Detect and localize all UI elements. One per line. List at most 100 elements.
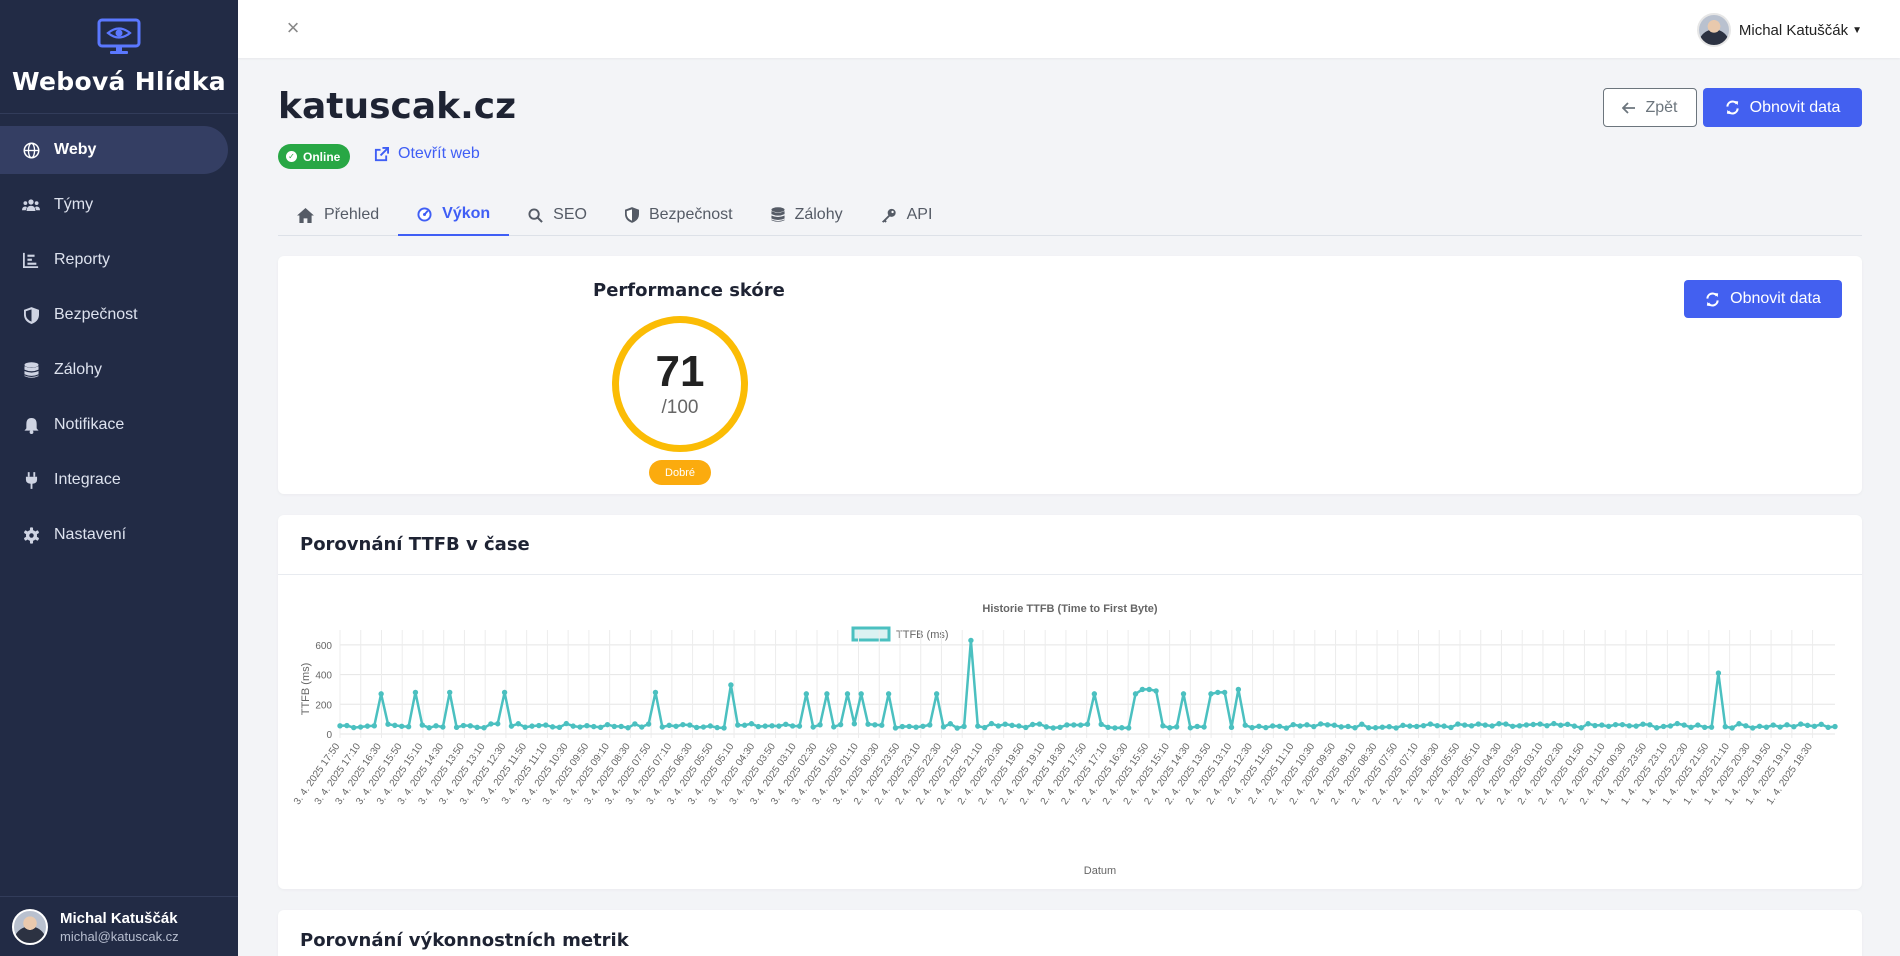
data-point[interactable] [721,725,727,731]
tab-bezpecnost[interactable]: Bezpečnost [606,194,752,236]
data-point[interactable] [1688,724,1694,731]
data-point[interactable] [1743,723,1749,729]
data-point[interactable] [1071,722,1077,728]
data-point[interactable] [783,721,789,728]
data-point[interactable] [1324,722,1331,728]
data-point[interactable] [1427,721,1434,727]
data-point[interactable] [1489,723,1495,729]
tab-prehled[interactable]: Přehled [278,194,398,236]
sidebar-user[interactable]: Michal Katuščák michal@katuscak.cz [0,896,238,956]
data-point[interactable] [529,723,535,729]
refresh-data-button[interactable]: Obnovit data [1703,88,1862,127]
data-point[interactable] [1153,688,1159,694]
data-point[interactable] [831,724,837,730]
tab-seo[interactable]: SEO [509,194,606,236]
data-point[interactable] [1509,723,1516,729]
data-point[interactable] [693,724,700,731]
data-point[interactable] [872,722,878,728]
data-point[interactable] [488,721,494,727]
data-point[interactable] [1400,722,1406,729]
data-point[interactable] [1139,686,1146,693]
sidebar-item-integrace[interactable]: Integrace [0,456,228,504]
data-point[interactable] [474,724,480,731]
data-point[interactable] [851,721,858,727]
data-point[interactable] [1167,725,1173,731]
data-point[interactable] [769,723,775,729]
sidebar-item-nastaveni[interactable]: Nastavení [0,511,228,559]
data-point[interactable] [392,722,398,729]
data-point[interactable] [1592,722,1598,729]
data-point[interactable] [1276,723,1283,729]
data-point[interactable] [961,723,967,730]
data-point[interactable] [1605,723,1612,729]
data-point[interactable] [1461,722,1468,728]
data-point[interactable] [988,720,995,727]
data-point[interactable] [1729,725,1735,731]
data-point[interactable] [515,721,522,727]
data-point[interactable] [1468,723,1475,729]
data-point[interactable] [666,722,672,729]
data-point[interactable] [1441,723,1447,729]
data-point[interactable] [714,724,720,731]
data-point[interactable] [597,724,604,731]
data-point[interactable] [844,691,851,697]
data-point[interactable] [1818,721,1824,728]
data-point[interactable] [426,725,432,731]
data-point[interactable] [817,722,823,728]
data-point[interactable] [1338,724,1344,730]
data-point[interactable] [865,721,871,727]
data-point[interactable] [556,724,563,731]
data-point[interactable] [1125,725,1132,731]
data-point[interactable] [645,721,652,727]
data-point[interactable] [549,724,556,730]
data-point[interactable] [1708,724,1715,730]
data-point[interactable] [1050,725,1056,731]
data-point[interactable] [680,721,686,728]
data-point[interactable] [1578,725,1584,731]
data-point[interactable] [728,682,734,688]
data-point[interactable] [1599,722,1605,728]
data-point[interactable] [1249,724,1255,731]
data-point[interactable] [1187,725,1194,731]
data-point[interactable] [1290,721,1296,728]
open-web-link[interactable]: Otevřít web [374,145,480,163]
data-point[interactable] [1544,722,1550,729]
data-point[interactable] [1269,723,1276,729]
data-point[interactable] [1537,721,1543,727]
data-point[interactable] [1194,723,1200,730]
data-point[interactable] [1736,721,1742,727]
data-point[interactable] [364,723,371,729]
data-point[interactable] [1036,721,1043,727]
data-point[interactable] [981,724,988,731]
data-point[interactable] [1208,691,1214,697]
data-point[interactable] [1098,721,1104,728]
data-point[interactable] [1523,722,1530,728]
data-point[interactable] [1407,723,1413,729]
data-point[interactable] [460,722,467,729]
data-point[interactable] [1016,723,1022,729]
data-point[interactable] [1420,722,1427,729]
data-point[interactable] [522,724,528,730]
data-point[interactable] [1379,724,1386,730]
data-point[interactable] [1825,724,1831,731]
data-point[interactable] [995,723,1002,729]
data-point[interactable] [776,723,782,729]
data-point[interactable] [789,723,796,729]
data-point[interactable] [611,723,618,730]
sidebar-item-weby[interactable]: Weby [0,126,228,174]
data-point[interactable] [1146,686,1152,693]
data-point[interactable] [968,637,974,644]
data-point[interactable] [1084,721,1091,727]
data-point[interactable] [1242,722,1248,728]
data-point[interactable] [563,720,570,727]
data-point[interactable] [1304,722,1310,728]
data-point[interactable] [892,725,899,731]
data-point[interactable] [1516,723,1523,729]
data-point[interactable] [1023,724,1029,731]
user-menu[interactable]: Michal Katuščák ▼ [1696,13,1862,47]
data-point[interactable] [1530,721,1536,728]
sidebar-item-zalohy[interactable]: Zálohy [0,346,228,394]
data-point[interactable] [1132,691,1139,697]
data-point[interactable] [1235,686,1242,693]
data-point[interactable] [1832,723,1838,730]
